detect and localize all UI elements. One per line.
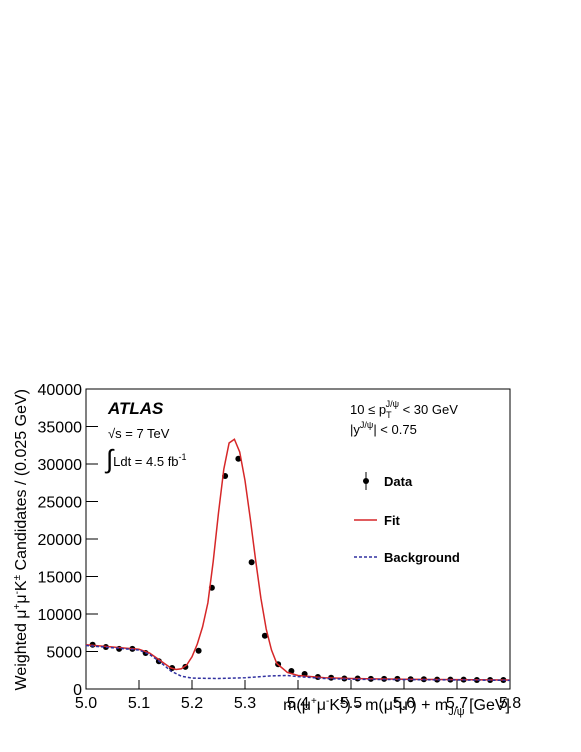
axis-label-part: + bbox=[311, 696, 317, 707]
axis-label-part: - bbox=[12, 591, 23, 594]
y-tick-label: 20000 bbox=[38, 532, 83, 549]
annotation-text: √s = 7 TeV bbox=[108, 426, 170, 441]
axis-label-part: Candidates / (0.025 GeV) bbox=[13, 389, 30, 575]
axis-label-part: - bbox=[408, 696, 411, 707]
axis-label-part: μ bbox=[317, 697, 326, 714]
series-line bbox=[85, 644, 511, 682]
x-tick-label: 5.3 bbox=[234, 695, 256, 712]
brand: ATLAS bbox=[107, 399, 164, 418]
axis-label-part: - bbox=[326, 696, 329, 707]
x-tick-label: 5.6 bbox=[393, 695, 415, 712]
annotation-text: T bbox=[386, 410, 392, 420]
data-point bbox=[248, 559, 255, 566]
y-tick-label: 40000 bbox=[38, 382, 83, 399]
data-point bbox=[195, 647, 202, 654]
y-tick-label: 35000 bbox=[38, 420, 83, 437]
annotation-text: < 30 GeV bbox=[399, 402, 458, 417]
data-point bbox=[261, 632, 268, 639]
axis-label-part: ± bbox=[340, 696, 346, 707]
annotation: |yJ/ψ| < 0.75 bbox=[350, 420, 417, 437]
annotation: 10 ≤ pTJ/ψ < 30 GeV bbox=[350, 399, 458, 420]
y-tick-label: 30000 bbox=[38, 457, 83, 474]
annotation-text: J/ψ bbox=[386, 399, 399, 409]
axis-label-part: + bbox=[12, 603, 23, 609]
legend-marker bbox=[363, 478, 369, 484]
axis-label-part: μ bbox=[13, 594, 30, 603]
axis-label-part: + bbox=[393, 696, 399, 707]
annotation-text: ∫ bbox=[104, 444, 115, 474]
axis-label-part: Weighted μ bbox=[13, 609, 30, 690]
axis-label-part: J/ψ bbox=[448, 706, 465, 718]
x-tick-label: 5.0 bbox=[75, 695, 97, 712]
annotation: √s = 7 TeV bbox=[108, 426, 170, 441]
annotation-text: | < 0.75 bbox=[373, 422, 417, 437]
axis-label-part: μ bbox=[399, 697, 408, 714]
x-tick-label: 5.5 bbox=[340, 695, 362, 712]
x-axis-label: m(μ+μ-K±) - m(μ+μ-) + mJ/ψ [GeV] bbox=[283, 696, 510, 718]
y-tick-label: 10000 bbox=[38, 607, 83, 624]
x-tick-label: 5.2 bbox=[181, 695, 203, 712]
annotation-text: 10 ≤ p bbox=[350, 402, 386, 417]
series-line bbox=[85, 438, 511, 681]
axis-label-part: K bbox=[13, 580, 30, 591]
x-tick-label: 5.1 bbox=[128, 695, 150, 712]
y-tick-label: 25000 bbox=[38, 495, 83, 512]
axis-label-part: ) - m(μ bbox=[346, 697, 393, 714]
axis-label-part: [GeV] bbox=[465, 697, 510, 714]
legend-label: Fit bbox=[384, 513, 401, 528]
axis-label-part: ± bbox=[12, 574, 23, 580]
annotation-text: |y bbox=[350, 422, 360, 437]
legend-label: Background bbox=[384, 550, 460, 565]
annotation: ∫Ldt = 4.5 fb-1 bbox=[104, 444, 187, 474]
x-tick-label: 5.8 bbox=[499, 695, 521, 712]
legend-label: Data bbox=[384, 474, 413, 489]
annotation-text: J/ψ bbox=[360, 420, 373, 430]
x-tick-label: 5.7 bbox=[446, 695, 468, 712]
axis-label-part: K bbox=[329, 697, 340, 714]
y-tick-label: 0 bbox=[73, 682, 82, 699]
axis-label-part: ) + m bbox=[411, 697, 448, 714]
y-axis-label: Weighted μ+μ-K± Candidates / (0.025 GeV) bbox=[12, 389, 30, 690]
y-tick-label: 5000 bbox=[46, 645, 82, 662]
annotation-text: -1 bbox=[179, 452, 187, 462]
data-point bbox=[235, 455, 242, 462]
y-tick-label: 15000 bbox=[38, 570, 83, 587]
axis-label-part: m(μ bbox=[283, 697, 311, 714]
annotation-text: Ldt = 4.5 fb bbox=[113, 454, 178, 469]
x-tick-label: 5.4 bbox=[287, 695, 309, 712]
